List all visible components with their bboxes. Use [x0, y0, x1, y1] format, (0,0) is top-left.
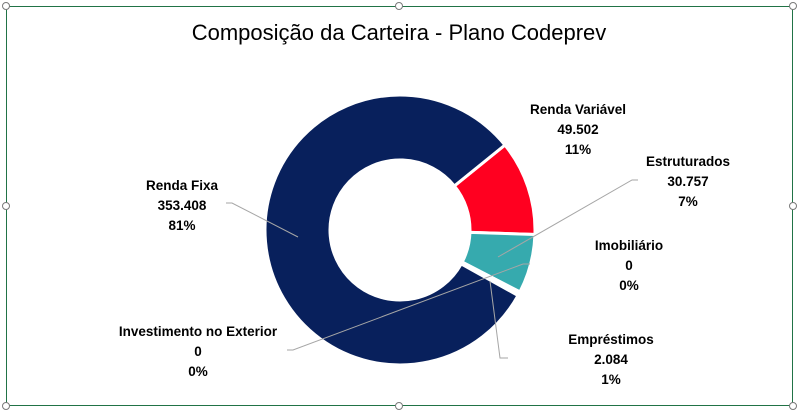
- leader-line-emprestimos: [489, 280, 508, 359]
- resize-handle-top-left[interactable]: [2, 2, 10, 10]
- label-percent: 0%: [619, 278, 639, 293]
- resize-handle-top-right[interactable]: [789, 2, 797, 10]
- leader-line-estruturados: [497, 179, 638, 258]
- resize-handle-bottom-left[interactable]: [2, 402, 10, 410]
- data-label-imobiliario: Imobiliário 0 0%: [595, 236, 663, 296]
- label-name: Empréstimos: [568, 332, 654, 347]
- label-percent: 11%: [564, 142, 592, 157]
- data-label-investimento-exterior: Investimento no Exterior 0 0%: [119, 322, 277, 382]
- resize-handle-top[interactable]: [395, 2, 403, 10]
- data-label-renda-fixa: Renda Fixa 353.408 81%: [146, 176, 218, 236]
- label-value: 353.408: [157, 198, 207, 213]
- label-name: Renda Variável: [529, 102, 627, 117]
- label-percent: 81%: [168, 218, 196, 233]
- leader-line-renda-fixa: [226, 202, 299, 238]
- resize-handle-bottom[interactable]: [395, 402, 403, 410]
- donut-slice-renda-fixa[interactable]: [263, 93, 521, 367]
- label-value: 30.757: [667, 174, 709, 189]
- label-name: Estruturados: [645, 154, 731, 169]
- label-name: Imobiliário: [594, 238, 664, 253]
- label-value: 0: [194, 344, 202, 359]
- data-label-emprestimos: Empréstimos 2.084 1%: [568, 330, 654, 390]
- resize-handle-right[interactable]: [789, 202, 797, 210]
- label-name: Renda Fixa: [145, 178, 219, 193]
- label-percent: 0%: [188, 364, 208, 379]
- resize-handle-left[interactable]: [2, 202, 10, 210]
- label-percent: 1%: [601, 372, 621, 387]
- label-percent: 7%: [678, 194, 698, 209]
- leader-line-exterior: [287, 263, 530, 351]
- label-value: 2.084: [594, 352, 628, 367]
- label-value: 49.502: [557, 122, 599, 137]
- data-label-estruturados: Estruturados 30.757 7%: [646, 152, 730, 212]
- label-name: Investimento no Exterior: [118, 324, 278, 339]
- label-value: 0: [625, 258, 633, 273]
- data-label-renda-variavel: Renda Variável 49.502 11%: [530, 100, 626, 160]
- resize-handle-bottom-right[interactable]: [789, 402, 797, 410]
- chart-title: Composição da Carteira - Plano Codeprev: [191, 20, 607, 45]
